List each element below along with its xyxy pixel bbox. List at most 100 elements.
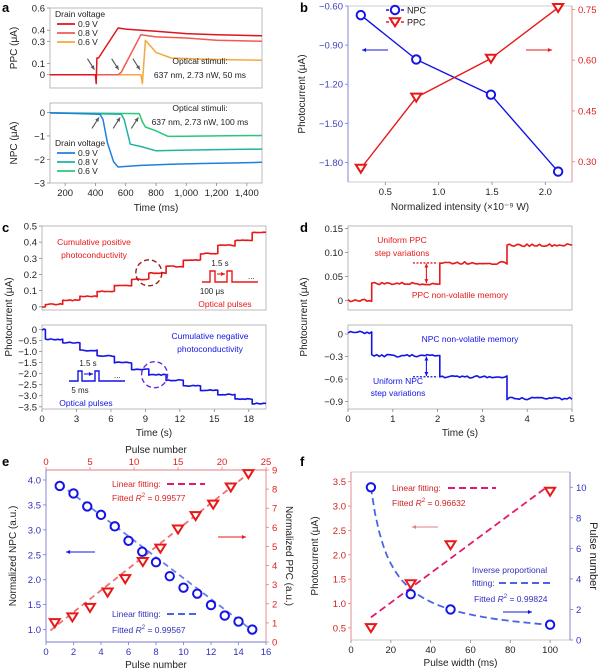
photocurrent-point: [403, 579, 418, 591]
npc-fit-label: Linear fitting:: [112, 609, 161, 619]
x-axis-label: Pulse width (ms): [424, 658, 498, 669]
panel-label-b: b: [300, 0, 308, 15]
pulses-caption: Optical pulses: [59, 398, 112, 408]
plot-frame: [347, 324, 573, 410]
x-tick-label: 15: [173, 457, 184, 468]
y-tick-label: −1.80: [319, 158, 343, 169]
y-tick-label: 2.5: [333, 526, 346, 537]
y-tick-label: 0.5: [24, 222, 37, 233]
y-tick-label: 0.4: [24, 238, 37, 249]
series-line-0.9V: [50, 27, 263, 85]
ppc-fit-label: Linear fitting:: [112, 479, 161, 489]
x-tick-label: 10: [178, 647, 189, 658]
x-tick-label: 2: [71, 647, 76, 658]
x-tick-label: 400: [87, 188, 103, 199]
r2-prefix: Fitted: [112, 493, 136, 503]
step-arrow-up-head: [424, 356, 429, 361]
series-line-NPC: [347, 330, 573, 401]
r2-superscript: 2: [504, 594, 508, 600]
r2-symbol: R: [136, 625, 142, 635]
y-tick-label: 1.0: [333, 599, 346, 610]
x-tick-label: 6: [108, 414, 113, 425]
panel-label-a: a: [2, 0, 10, 15]
ppc-point: [409, 92, 424, 104]
x-tick-label: 18: [243, 414, 254, 425]
x-tick-label: 5: [87, 457, 92, 468]
y-tick-label: 0: [32, 325, 37, 336]
x-tick-label: 60: [465, 645, 476, 656]
y-tick-label: 2: [272, 599, 277, 610]
npc-point: [411, 54, 422, 65]
series-line-0.9V: [49, 112, 263, 168]
y-tick-label: 2.0: [28, 575, 41, 586]
y-tick-label: 8: [272, 485, 277, 496]
annotation-line1: Uniform PPC: [377, 235, 427, 245]
x-tick-label: 100: [542, 645, 558, 656]
inverse-r2-label: Fitted R2 = 0.99824: [474, 594, 548, 604]
y-tick-label: 0.15: [325, 224, 344, 235]
photocurrent-point: [543, 486, 557, 498]
cumulative-npc-plot: 0−0.5−1.0−1.5−2.0−2.5−3.0−3.50 3 6 9 12 15 18T…: [18, 324, 267, 439]
y-axis-label-left: Normalized NPC (a.u.): [8, 506, 19, 607]
x-tick-label: 0.5: [379, 187, 392, 198]
y-tick-label: −1.0: [18, 347, 37, 358]
x-tick-label: 20: [386, 645, 397, 656]
x-tick-label: 80: [505, 645, 516, 656]
npc-plot: 0 −1 −2 −3 200 400 600 800 1,000 1,200 1,400 NPC (μ…: [9, 102, 263, 214]
panel-label-c: c: [2, 220, 9, 235]
pulse-number-point: [445, 604, 456, 615]
right-axis-arrow-head: [241, 535, 246, 539]
y-tick-label: −1: [34, 131, 45, 142]
x-tick-label: 8: [153, 647, 158, 658]
ppc-point: [153, 543, 168, 555]
y-tick-label: 0.1: [32, 59, 45, 70]
y-tick-label: 4: [272, 561, 277, 572]
ppc-point: [484, 53, 498, 65]
ppc-point: [65, 612, 80, 624]
pulse-width-label: 5 ms: [71, 386, 88, 395]
r2-symbol: R: [498, 594, 504, 604]
x-tick-label: 6: [126, 647, 131, 658]
y-tick-label: 0.3: [24, 254, 37, 265]
annotation-line2: 637 nm, 2.73 nW, 100 ms: [152, 117, 249, 127]
x-tick-label: 0: [43, 647, 48, 658]
npc-point: [137, 546, 148, 557]
panel-label-d: d: [300, 220, 308, 235]
x-tick-label: 10: [129, 457, 140, 468]
x-tick-label: 0: [39, 414, 44, 425]
x-tick-label: 600: [118, 188, 134, 199]
y-tick-label: −0.6: [324, 375, 343, 386]
legend-label: 0.9 V: [78, 19, 98, 29]
step-arrow-down-head: [424, 371, 429, 376]
annotation-line1: Optical stimuli:: [172, 56, 227, 66]
x-axis-label-bottom: Pulse number: [125, 660, 187, 671]
left-axis-arrow-head: [412, 525, 417, 529]
series-line-NPC: [360, 14, 559, 173]
r2-value: = 0.96632: [425, 498, 466, 508]
pulse-number-point: [544, 619, 556, 630]
x-tick-label: 20: [217, 457, 228, 468]
period-label: 1.5 s: [79, 359, 96, 368]
legend-marker: [388, 17, 402, 29]
panel-label-e: e: [2, 454, 9, 469]
annotation-line2: photoconductivity: [177, 344, 243, 354]
inverse-fit-label-1: Inverse proportional: [472, 565, 547, 575]
npc-point: [54, 480, 65, 492]
ppc-memory-plot: 0 0.05 0.10 0.15 Uniform PPC step variations P…: [325, 224, 573, 311]
y-tick-label: 1.5: [333, 575, 346, 586]
y-tick-label: 0: [272, 638, 277, 649]
r2-prefix: Fitted: [112, 625, 136, 635]
npc-point: [123, 535, 134, 546]
pulse-number-point: [365, 482, 377, 493]
right-axis-arrow-head: [527, 610, 532, 614]
legend-label: NPC: [407, 6, 427, 16]
y-tick-label: 1.0: [28, 625, 41, 636]
legend-label: 0.9 V: [78, 148, 98, 158]
y-tick-label: 0: [338, 296, 343, 307]
series-line-PPC: [360, 7, 559, 169]
x-tick-label: 0: [43, 457, 48, 468]
legend-label: PPC: [407, 18, 426, 28]
legend-label: 0.8 V: [78, 157, 98, 167]
